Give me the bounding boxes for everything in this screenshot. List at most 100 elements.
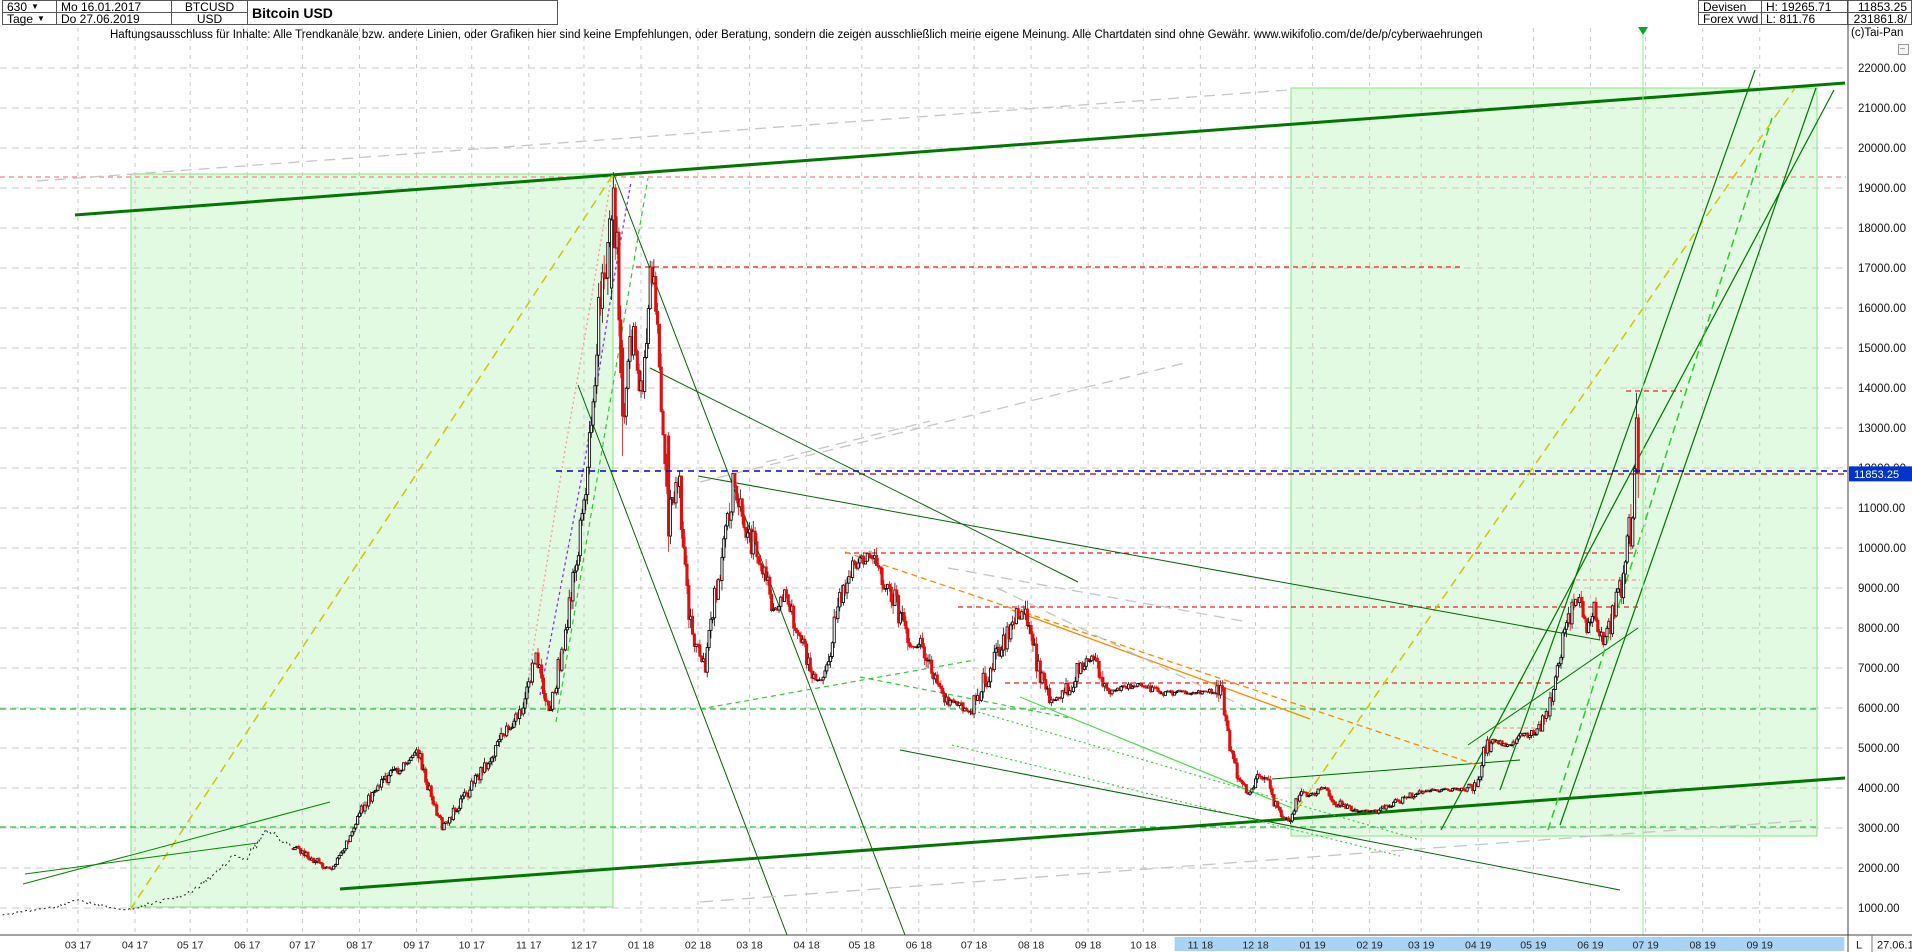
time-axis[interactable]: 03 17 04 17 05 17 06 17 07 17 08 17 09 17 10 17… — [0, 934, 1912, 952]
y-tick-label: 13000.00 — [1858, 423, 1906, 435]
early-support-1 — [22, 801, 331, 885]
x-tick-label: 05 19 — [1520, 940, 1546, 952]
y-tick-label: 20000.00 — [1858, 143, 1906, 155]
x-tick-label: 02 19 — [1356, 940, 1382, 952]
y-tick-label: 4000.00 — [1858, 783, 1900, 795]
period-low-label: L: 811.76 — [1762, 12, 1848, 26]
copyright-label: (c)Tai-Pan — [1851, 27, 1904, 39]
y-tick-label: 15000.00 — [1858, 343, 1906, 355]
currency-label: USD — [172, 12, 248, 26]
y-tick-label: 22000.00 — [1858, 63, 1906, 75]
x-tick-label: 08 19 — [1690, 940, 1716, 952]
y-tick-label: 16000.00 — [1858, 303, 1906, 315]
neck-green-dash-1 — [699, 659, 976, 710]
y-tick-label: 17000.00 — [1858, 263, 1906, 275]
fan-peak-steep-2 — [577, 384, 788, 936]
trend-lines[interactable] — [0, 27, 1846, 936]
green-dot-down-1 — [977, 711, 1421, 841]
chevron-down-icon: ▼ — [37, 14, 45, 23]
last-bar-marker-icon — [1638, 27, 1648, 35]
chevron-down-icon: ▼ — [31, 2, 39, 11]
y-tick-label: 3000.00 — [1858, 823, 1900, 835]
orange-solid — [1011, 609, 1311, 720]
y-tick-label: 9000.00 — [1858, 583, 1900, 595]
x-tick-label: 08 17 — [346, 940, 372, 952]
x-tick-label: 09 19 — [1747, 940, 1773, 952]
period-dropdown[interactable]: Tage ▼ — [2, 12, 57, 26]
x-tick-label: 02 18 — [685, 940, 711, 952]
y-tick-label: 10000.00 — [1858, 543, 1906, 555]
green-dot-down-2 — [951, 744, 1401, 857]
symbol-label: BTCUSD — [172, 0, 248, 14]
x-tick-label: 07 18 — [961, 940, 987, 952]
last-price-tag — [1849, 466, 1912, 482]
y-tick-label: 2000.00 — [1858, 863, 1900, 875]
bull-box-2019 — [1290, 87, 1818, 837]
page-title: Bitcoin USD — [248, 0, 558, 25]
x-tick-label: 08 18 — [1018, 940, 1044, 952]
fan-peak-steep — [612, 171, 906, 936]
x-tick-label: 05 17 — [177, 940, 203, 952]
gray-fall-1 — [947, 567, 1249, 623]
gridlines — [0, 28, 1846, 935]
gray-bottom — [699, 819, 1813, 903]
early-support-2 — [24, 842, 259, 875]
cursor-date-label: 27.06.19 — [1877, 940, 1912, 952]
gray-fall-2 — [996, 587, 1244, 707]
y-tick-label: 7000.00 — [1858, 663, 1900, 675]
x-tick-label: 06 19 — [1577, 940, 1603, 952]
x-tick-label: 07 19 — [1632, 940, 1658, 952]
gray-mid-rise-1 — [699, 362, 1186, 483]
x-tick-label: 11 17 — [516, 940, 542, 952]
feed-label: Forex vwd — [1698, 12, 1762, 26]
early-price-line — [2, 827, 292, 916]
date-from-field[interactable]: Mo 16.01.2017 — [57, 0, 172, 14]
x-tick-label: 01 18 — [628, 940, 654, 952]
channel-upper — [74, 81, 1846, 217]
vpeak-green-dash — [555, 177, 649, 723]
y-tick-label: 5000.00 — [1858, 743, 1900, 755]
y-tick-label: 8000.00 — [1858, 623, 1900, 635]
x-tick-label: 05 18 — [849, 940, 875, 952]
gray-mid-rise-2 — [765, 420, 931, 463]
x-tick-label: 03 18 — [736, 940, 762, 952]
x-tick-label: 01 19 — [1299, 940, 1325, 952]
price-axis[interactable]: 1000.00 2000.00 3000.00 4000.00 5000.00 6000.… — [1847, 0, 1912, 952]
x-tick-label: 10 17 — [459, 940, 485, 952]
x-tick-label: 06 17 — [234, 940, 260, 952]
footer-right: L 27.06.19 — [1856, 935, 1912, 952]
x-tick-label: 06 18 — [906, 940, 932, 952]
market-type-label: Devisen — [1698, 0, 1762, 14]
neck-green-dash-2 — [859, 676, 1071, 719]
purple-parabolic — [539, 181, 632, 696]
y-tick-label: 6000.00 — [1858, 703, 1900, 715]
x-tick-label: 07 17 — [289, 940, 315, 952]
y-tick-label: 21000.00 — [1858, 103, 1906, 115]
x-tick-label: 11 18 — [1188, 940, 1214, 952]
date-to-field[interactable]: Do 27.06.2019 — [57, 12, 172, 26]
yellow-2019 — [1288, 87, 1796, 822]
down-trend-shallow — [697, 475, 1601, 641]
rally19-steep-2 — [1499, 69, 1756, 791]
x-tick-label: 12 18 — [1242, 940, 1268, 952]
rally19-steep-3 — [1559, 87, 1817, 826]
last-price-lines — [556, 470, 1847, 475]
down-trend-low — [899, 749, 1621, 891]
collapse-icon[interactable] — [1898, 44, 1909, 55]
scale-mode-label: L — [1856, 940, 1862, 952]
last-price-tag-text: 11853.25 — [1854, 469, 1899, 481]
x-tick-label: 04 17 — [122, 940, 148, 952]
x-tick-label: 12 17 — [571, 940, 597, 952]
x-tick-label: 04 19 — [1465, 940, 1491, 952]
x-tick-label: 10 18 — [1130, 940, 1156, 952]
x-tick-label: 03 17 — [65, 940, 91, 952]
x-tick-label: 04 18 — [793, 940, 819, 952]
y-tick-label: 14000.00 — [1858, 383, 1906, 395]
gray-top — [36, 89, 1289, 182]
rally19-dashed — [1547, 117, 1773, 831]
disclaimer-text: Haftungsausschluss für Inhalte: Alle Tre… — [110, 29, 1483, 41]
y-tick-label: 19000.00 — [1858, 183, 1906, 195]
fan-jan18 — [649, 367, 1079, 583]
